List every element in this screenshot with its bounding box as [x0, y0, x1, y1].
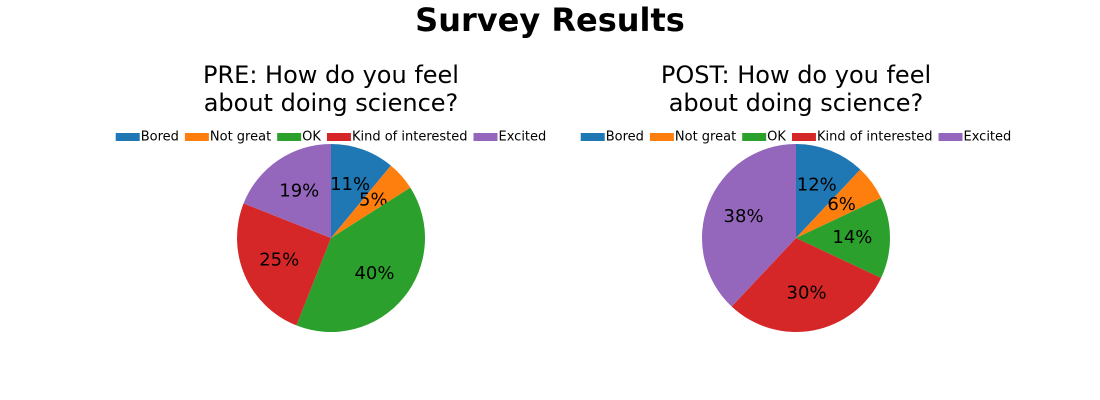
legend-label: Bored — [606, 130, 644, 145]
pie-slice — [296, 187, 425, 332]
slice-label: 14% — [832, 227, 872, 248]
legend-swatch — [649, 133, 674, 141]
legend-label: Excited — [963, 130, 1011, 145]
pie-slice — [331, 144, 391, 238]
pie-slice — [331, 165, 411, 238]
slice-label: 25% — [259, 249, 299, 270]
legend-label: Excited — [498, 130, 546, 145]
legend-swatch — [938, 133, 963, 141]
legend: Bored Not great OK Kind of interested Excite… — [115, 130, 546, 145]
chart-title: PRE: How do you feel — [203, 61, 459, 89]
legend-swatch — [473, 133, 498, 141]
slice-label: 19% — [279, 180, 319, 201]
legend-swatch — [184, 133, 209, 141]
legend-swatch — [742, 133, 767, 141]
legend-label: Not great — [675, 130, 736, 145]
slice-label: 12% — [797, 175, 837, 196]
pie-slice — [796, 144, 861, 238]
legend-label: OK — [302, 130, 321, 145]
slice-label: 30% — [787, 282, 827, 303]
chart-title: POST: How do you feel — [661, 61, 931, 89]
pie-slice — [237, 203, 331, 326]
legend-label: Kind of interested — [352, 130, 468, 145]
legend-swatch — [326, 133, 351, 141]
pie-slice — [731, 238, 882, 332]
slice-label: 11% — [330, 174, 370, 195]
pie-slice — [796, 169, 882, 238]
legend-label: Not great — [210, 130, 271, 145]
slice-label: 38% — [724, 206, 764, 227]
legend-swatch — [115, 133, 140, 141]
pie-slice — [702, 144, 796, 307]
slice-label: 5% — [359, 190, 388, 211]
pie-slice — [243, 144, 331, 238]
chart-title: about doing science? — [204, 89, 459, 117]
legend: Bored Not great OK Kind of interested Excite… — [580, 130, 1011, 145]
legend-label: Bored — [141, 130, 179, 145]
legend-label: Kind of interested — [817, 130, 933, 145]
slice-label: 6% — [827, 194, 856, 215]
legend-swatch — [580, 133, 605, 141]
legend-swatch — [791, 133, 816, 141]
chart-title: about doing science? — [669, 89, 924, 117]
legend-swatch — [277, 133, 302, 141]
pie-slice — [796, 197, 890, 279]
slice-label: 40% — [354, 263, 394, 284]
main-title: Survey Results — [415, 1, 685, 39]
legend-label: OK — [767, 130, 786, 145]
